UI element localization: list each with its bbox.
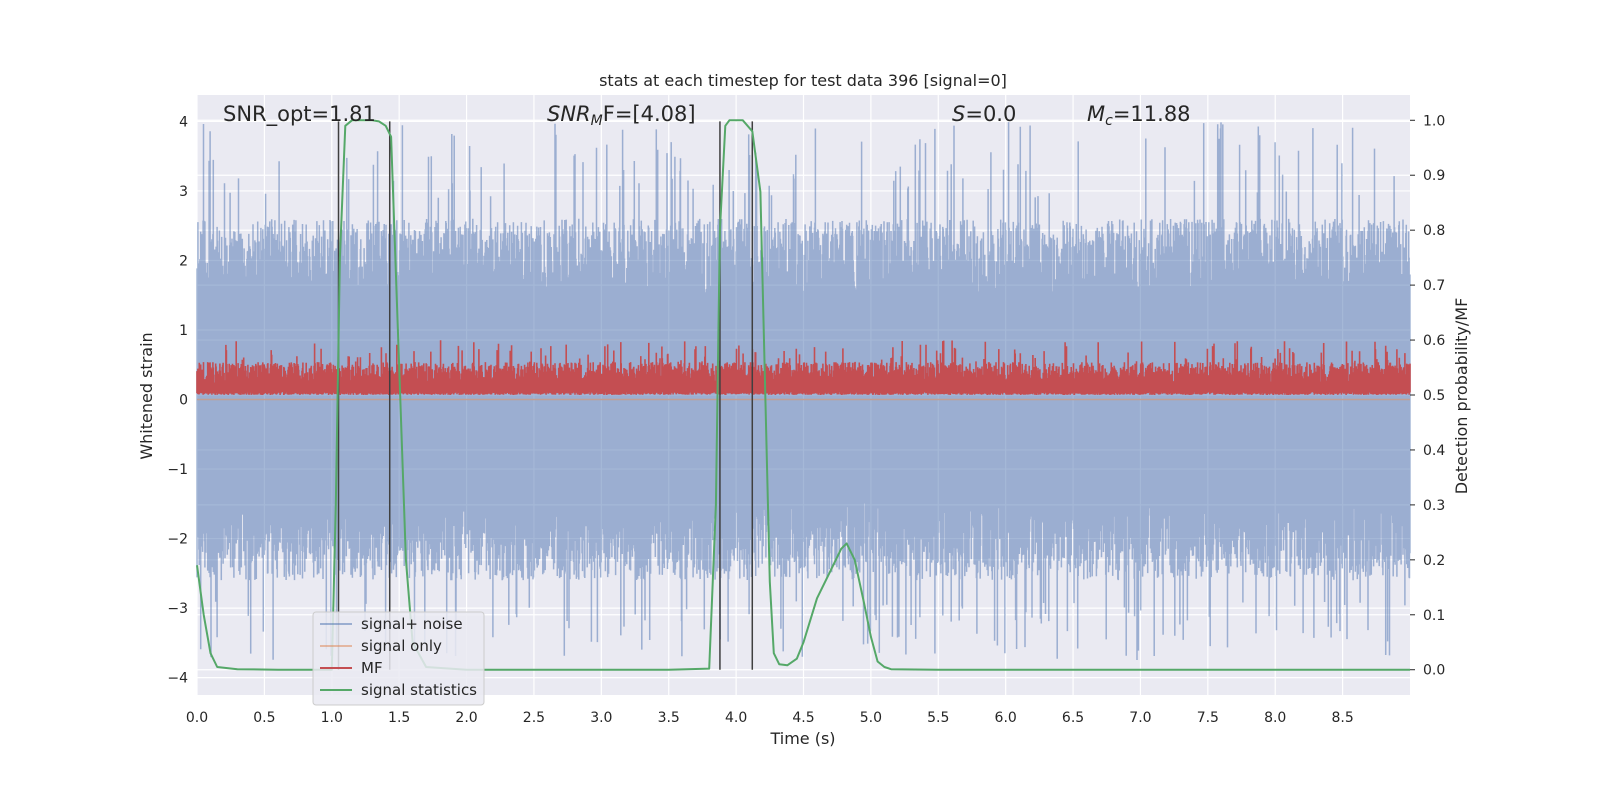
y-axis-right-label: Detection probability/MF xyxy=(1452,298,1471,495)
x-tick-label: 7.5 xyxy=(1197,710,1219,726)
x-tick-label: 1.0 xyxy=(321,710,343,726)
mf-series xyxy=(196,340,1411,395)
y-right-tick-label: 0.9 xyxy=(1423,168,1445,184)
x-tick-label: 0.5 xyxy=(253,710,275,726)
y-axis-right-ticks: 1.0 0.9 0.8 0.7 0.6 0.5 0.4 0.3 0.2 0.1 0.0 xyxy=(1410,113,1445,679)
y-tick-label: 2 xyxy=(179,253,188,269)
mc-sub: c xyxy=(1105,113,1113,129)
legend-label-signal-statistics: signal statistics xyxy=(361,681,477,699)
snr-mf-annotation: SNRMF=[4.08] xyxy=(547,102,696,129)
snr-mf-rest: F=[4.08] xyxy=(603,102,696,126)
y-tick-label: −1 xyxy=(167,462,188,478)
x-tick-label: 7.0 xyxy=(1129,710,1151,726)
signal-statistics-series xyxy=(196,119,1410,671)
y-tick-label: 3 xyxy=(179,184,188,200)
y-right-tick-label: 0.8 xyxy=(1423,223,1445,239)
mc-name: M xyxy=(1087,102,1105,126)
snr-mf-name: SNR xyxy=(547,102,591,126)
x-tick-label: 6.0 xyxy=(995,710,1017,726)
s-annotation: S=0.0 xyxy=(952,102,1016,126)
chart-title: stats at each timestep for test data 396… xyxy=(599,71,1007,90)
y-right-tick-label: 0.1 xyxy=(1423,608,1445,624)
y-right-tick-label: 0.7 xyxy=(1423,278,1445,294)
x-tick-label: 6.5 xyxy=(1062,710,1084,726)
x-tick-label: 1.5 xyxy=(388,710,410,726)
x-axis-ticks: 0.0 0.5 1.0 1.5 2.0 2.5 3.0 3.5 4.0 4.5 5.0 5.5 6.0 6… xyxy=(186,710,1354,726)
signal-statistics-line xyxy=(196,119,1410,671)
mf-line xyxy=(196,340,1411,395)
y-tick-label: −2 xyxy=(167,532,188,548)
y-right-tick-label: 0.4 xyxy=(1423,443,1445,459)
y-tick-label: −3 xyxy=(167,601,188,617)
mc-annotation: Mc=11.88 xyxy=(1087,102,1191,129)
legend: signal+ noise signal only MF signal stat… xyxy=(312,611,485,706)
x-tick-label: 2.0 xyxy=(455,710,477,726)
y-tick-label: 1 xyxy=(179,323,188,339)
x-tick-label: 0.0 xyxy=(186,710,208,726)
mc-rest: =11.88 xyxy=(1113,102,1191,126)
y-right-tick-label: 0.0 xyxy=(1423,663,1445,679)
x-tick-label: 5.0 xyxy=(860,710,882,726)
y-right-tick-label: 0.3 xyxy=(1423,498,1445,514)
x-tick-label: 4.5 xyxy=(792,710,814,726)
y-tick-label: −4 xyxy=(167,671,188,687)
x-tick-label: 2.5 xyxy=(523,710,545,726)
x-tick-label: 4.0 xyxy=(725,710,747,726)
x-tick-label: 8.5 xyxy=(1331,710,1353,726)
y-right-tick-label: 1.0 xyxy=(1423,113,1445,129)
legend-label-signal-only: signal only xyxy=(361,637,442,655)
snr-opt-annotation: SNR_opt=1.81 xyxy=(223,102,376,127)
y-axis-label: Whitened strain xyxy=(137,332,156,459)
legend-box xyxy=(312,611,485,706)
x-tick-label: 3.0 xyxy=(590,710,612,726)
y-right-tick-label: 0.2 xyxy=(1423,553,1445,569)
s-rest: =0.0 xyxy=(965,102,1016,126)
s-name: S xyxy=(952,102,965,126)
y-tick-label: 4 xyxy=(179,114,188,130)
snr-mf-sub: M xyxy=(591,113,603,129)
x-axis-label: Time (s) xyxy=(769,729,835,748)
x-tick-label: 3.5 xyxy=(658,710,680,726)
x-tick-label: 8.0 xyxy=(1264,710,1286,726)
y-axis-ticks: 4 3 2 1 0 −1 −2 −3 −4 xyxy=(167,114,188,686)
y-tick-label: 0 xyxy=(179,393,188,409)
y-right-tick-label: 0.5 xyxy=(1423,388,1445,404)
x-tick-label: 5.5 xyxy=(927,710,949,726)
y-right-tick-label: 0.6 xyxy=(1423,333,1445,349)
legend-label-mf: MF xyxy=(361,659,383,677)
legend-label-signal-noise: signal+ noise xyxy=(361,615,463,633)
